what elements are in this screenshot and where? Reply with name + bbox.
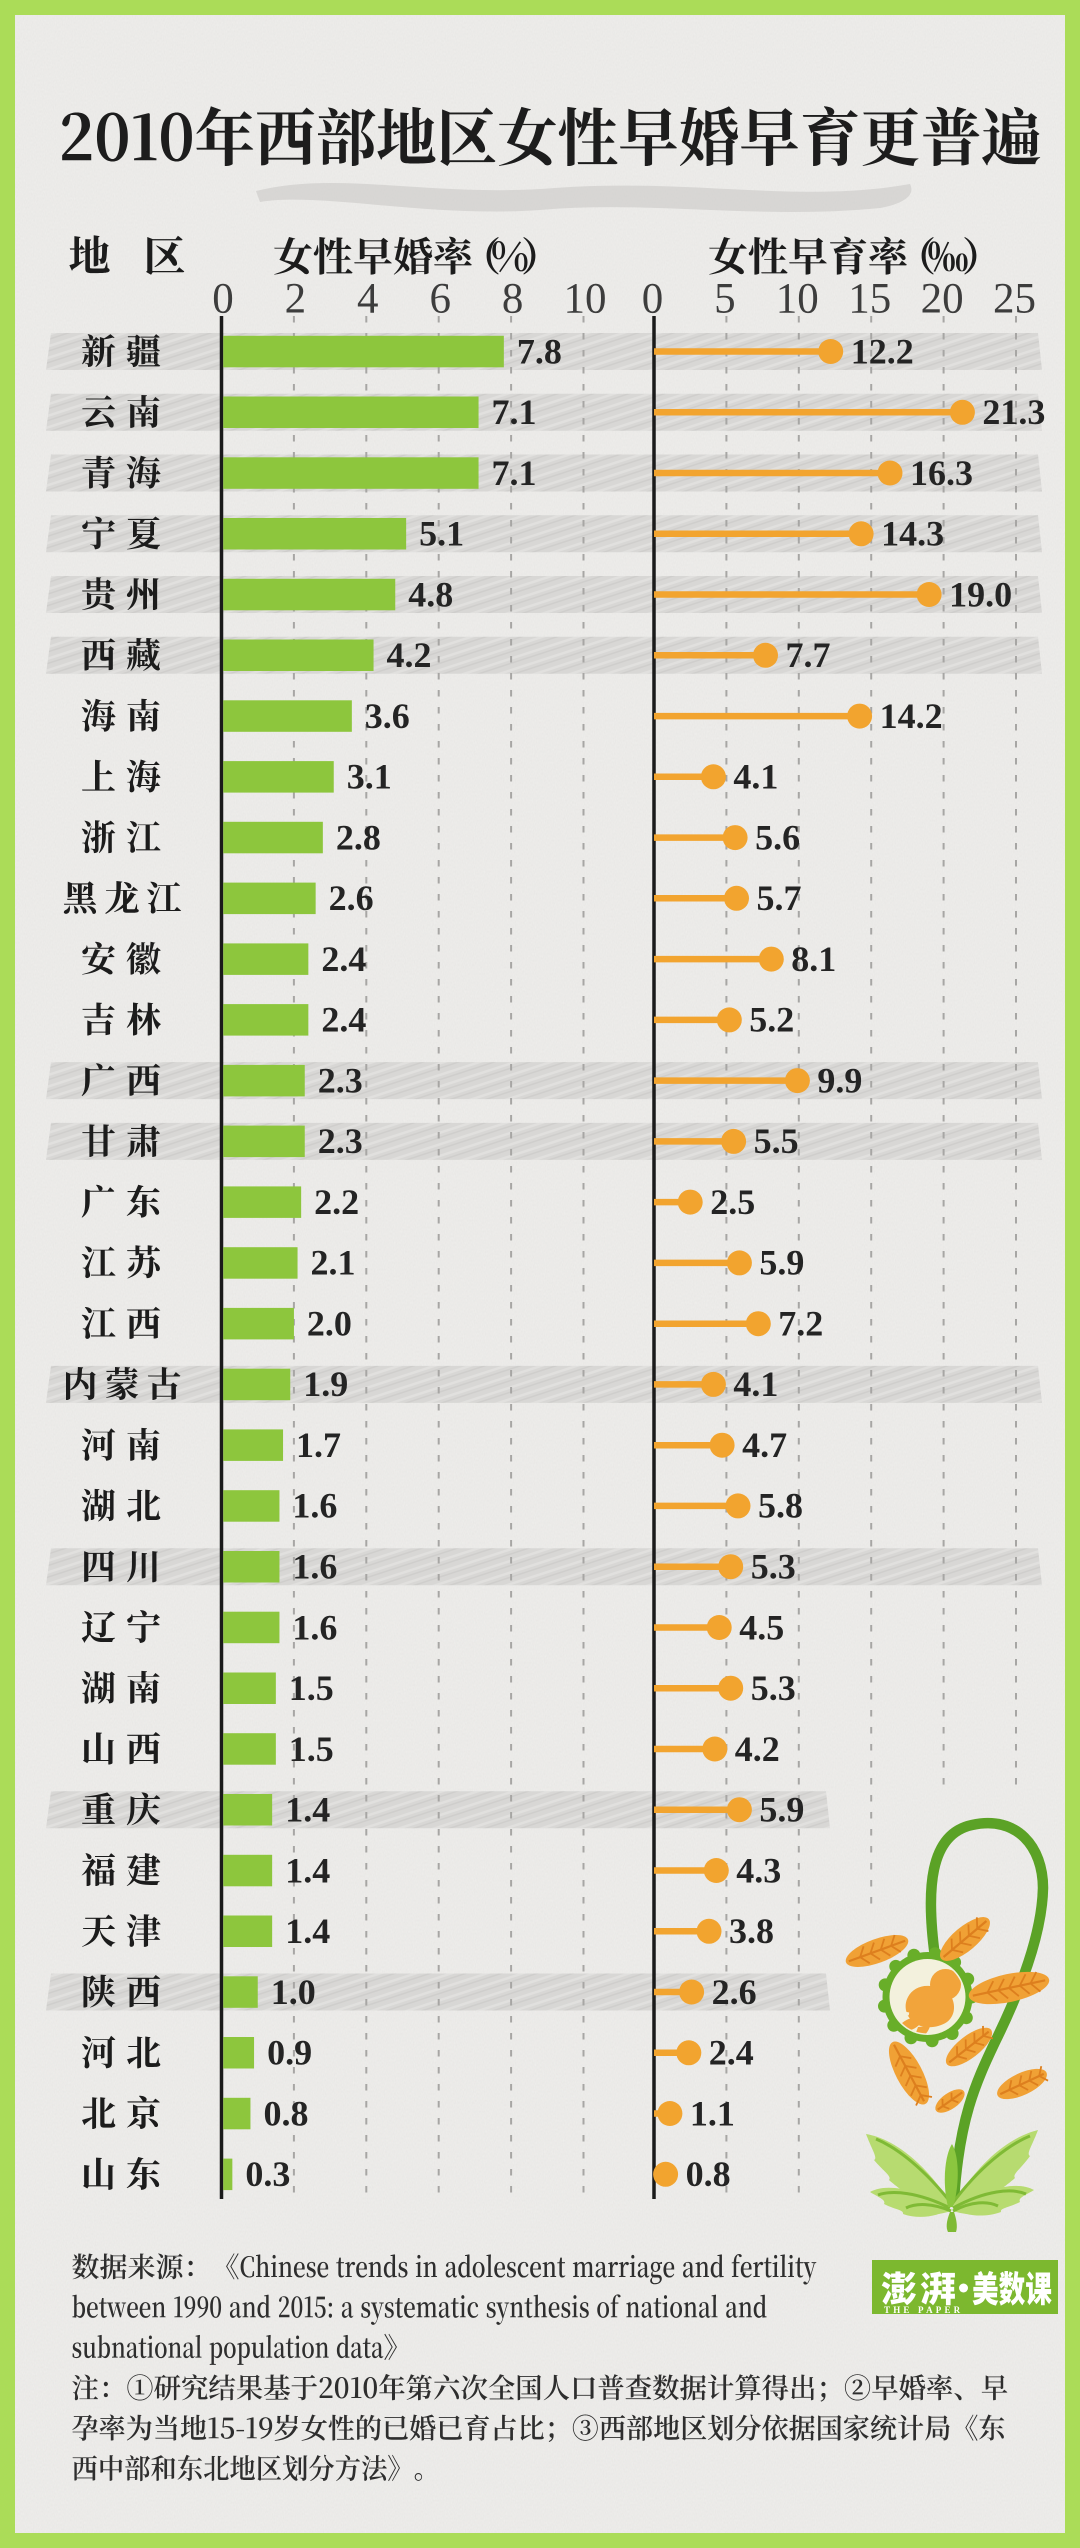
svg-text:7.7: 7.7 <box>786 635 831 675</box>
svg-text:5.1: 5.1 <box>419 514 464 554</box>
svg-text:2.4: 2.4 <box>709 2033 754 2073</box>
svg-text:1.5: 1.5 <box>289 1729 334 1769</box>
svg-text:10: 10 <box>776 276 819 323</box>
svg-text:0: 0 <box>642 276 664 323</box>
svg-text:1.1: 1.1 <box>690 2093 735 2133</box>
svg-text:20: 20 <box>921 276 964 323</box>
svg-text:2.4: 2.4 <box>321 939 366 979</box>
svg-text:2.6: 2.6 <box>712 1972 757 2012</box>
svg-text:1.9: 1.9 <box>303 1364 348 1404</box>
svg-text:1.6: 1.6 <box>292 1547 337 1587</box>
svg-text:4: 4 <box>357 276 379 323</box>
svg-text:1.5: 1.5 <box>289 1668 334 1708</box>
svg-text:1.0: 1.0 <box>271 1972 316 2012</box>
svg-text:0: 0 <box>212 276 234 323</box>
svg-text:2.4: 2.4 <box>321 1000 366 1040</box>
svg-text:9.9: 9.9 <box>817 1060 862 1100</box>
svg-text:5.7: 5.7 <box>757 878 802 918</box>
svg-text:6: 6 <box>429 276 451 323</box>
svg-text:8.1: 8.1 <box>791 939 836 979</box>
svg-text:4.8: 4.8 <box>408 574 453 614</box>
svg-text:2.6: 2.6 <box>329 878 374 918</box>
svg-text:1.6: 1.6 <box>292 1607 337 1647</box>
svg-text:5.9: 5.9 <box>759 1790 804 1830</box>
svg-text:2.1: 2.1 <box>311 1243 356 1283</box>
svg-text:0.8: 0.8 <box>686 2154 731 2194</box>
svg-text:5.8: 5.8 <box>758 1486 803 1526</box>
svg-text:5.5: 5.5 <box>754 1121 799 1161</box>
svg-text:7.1: 7.1 <box>492 392 537 432</box>
svg-text:7.8: 7.8 <box>517 331 562 371</box>
svg-text:4.3: 4.3 <box>736 1850 781 1890</box>
svg-text:16.3: 16.3 <box>910 453 973 493</box>
svg-text:5.3: 5.3 <box>751 1668 796 1708</box>
svg-text:2.3: 2.3 <box>318 1060 363 1100</box>
svg-text:0.9: 0.9 <box>267 2033 312 2073</box>
svg-text:7.1: 7.1 <box>492 453 537 493</box>
svg-text:3.1: 3.1 <box>347 757 392 797</box>
svg-text:7.2: 7.2 <box>778 1304 823 1344</box>
svg-text:0.8: 0.8 <box>264 2093 309 2133</box>
svg-text:5.2: 5.2 <box>749 1000 794 1040</box>
svg-text:1.7: 1.7 <box>296 1425 341 1465</box>
svg-text:1.4: 1.4 <box>285 1790 330 1830</box>
svg-text:1.4: 1.4 <box>285 1911 330 1951</box>
svg-text:4.7: 4.7 <box>742 1425 787 1465</box>
svg-text:2.0: 2.0 <box>307 1304 352 1344</box>
svg-text:4.2: 4.2 <box>735 1729 780 1769</box>
svg-text:14.3: 14.3 <box>881 514 944 554</box>
svg-text:5.3: 5.3 <box>751 1547 796 1587</box>
svg-text:4.1: 4.1 <box>733 757 778 797</box>
svg-text:4.5: 4.5 <box>739 1607 784 1647</box>
svg-text:1.4: 1.4 <box>285 1850 330 1890</box>
svg-text:4.1: 4.1 <box>733 1364 778 1404</box>
svg-text:14.2: 14.2 <box>880 696 943 736</box>
svg-text:19.0: 19.0 <box>949 574 1012 614</box>
svg-text:5.9: 5.9 <box>759 1243 804 1283</box>
svg-text:2.5: 2.5 <box>710 1182 755 1222</box>
svg-text:0.3: 0.3 <box>245 2154 290 2194</box>
svg-text:15: 15 <box>848 276 891 323</box>
svg-text:8: 8 <box>502 276 524 323</box>
svg-text:10: 10 <box>564 276 607 323</box>
svg-text:12.2: 12.2 <box>851 331 914 371</box>
svg-text:25: 25 <box>993 276 1036 323</box>
svg-text:21.3: 21.3 <box>982 392 1045 432</box>
svg-text:2.2: 2.2 <box>314 1182 359 1222</box>
svg-text:1.6: 1.6 <box>292 1486 337 1526</box>
svg-text:2.8: 2.8 <box>336 817 381 857</box>
svg-text:4.2: 4.2 <box>387 635 432 675</box>
svg-text:THE PAPER: THE PAPER <box>884 2305 963 2315</box>
svg-text:3.6: 3.6 <box>365 696 410 736</box>
svg-text:5.6: 5.6 <box>755 817 800 857</box>
svg-text:2: 2 <box>285 276 307 323</box>
svg-text:2.3: 2.3 <box>318 1121 363 1161</box>
svg-text:3.8: 3.8 <box>729 1911 774 1951</box>
svg-text:5: 5 <box>714 276 736 323</box>
